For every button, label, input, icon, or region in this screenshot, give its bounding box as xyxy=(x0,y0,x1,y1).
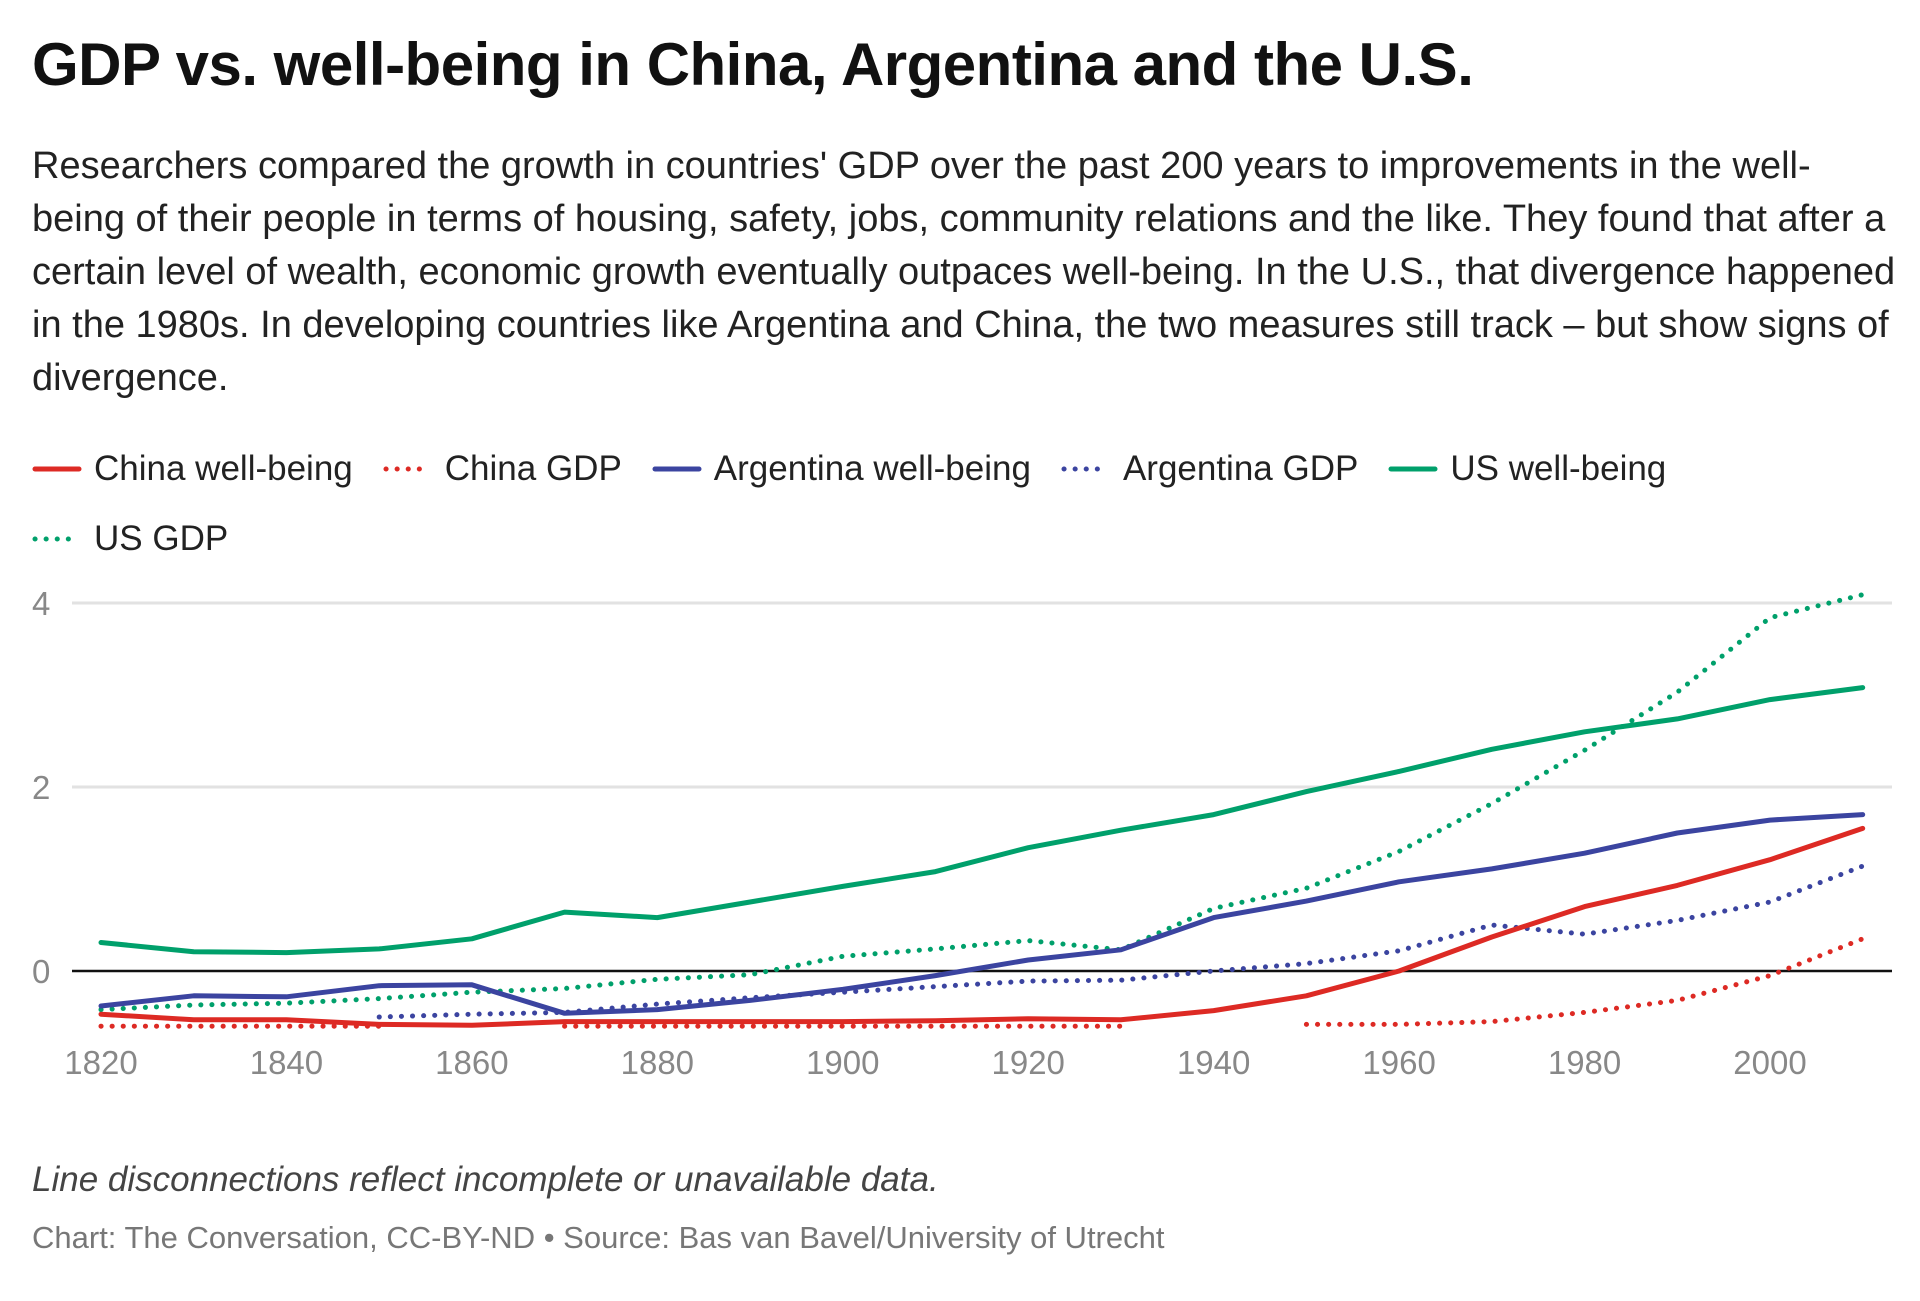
legend-label: US well-being xyxy=(1450,449,1667,488)
x-tick-label: 1880 xyxy=(621,1044,694,1081)
line-chart: 0 2 4 1820 1840 1860 1880 1900 1920 1940 1960 1980 2… xyxy=(32,585,1892,1081)
y-tick-label: 4 xyxy=(32,585,50,622)
footnote: Line disconnections reflect incomplete o… xyxy=(32,1160,939,1199)
x-tick-label: 1860 xyxy=(435,1044,508,1081)
x-tick-label: 1900 xyxy=(806,1044,879,1081)
series-line xyxy=(98,812,1866,1016)
x-tick-label: 1820 xyxy=(64,1044,137,1081)
series-us-well-being xyxy=(98,685,1866,956)
legend: China well-being China GDP Argentina well-… xyxy=(32,445,1832,563)
source-credit: Chart: The Conversation, CC-BY-ND • Sour… xyxy=(32,1220,1165,1255)
legend-swatch xyxy=(1388,466,1438,472)
legend-label: Argentina well-being xyxy=(713,449,1031,488)
x-tick-label: 1840 xyxy=(250,1044,323,1081)
chart-description: Researchers compared the growth in count… xyxy=(32,145,1896,399)
series-argentina-gdp xyxy=(376,863,1866,1020)
x-tick-label: 1920 xyxy=(992,1044,1065,1081)
series-argentina-well-being xyxy=(98,812,1866,1016)
series-line xyxy=(1303,936,1866,1027)
legend-item: US well-being xyxy=(1388,445,1666,493)
legend-item: Argentina well-being xyxy=(652,445,1031,493)
x-tick-label: 1940 xyxy=(1177,1044,1250,1081)
legend-item: US GDP xyxy=(32,515,228,563)
series-line xyxy=(376,863,1866,1020)
legend-label: Argentina GDP xyxy=(1122,449,1359,488)
legend-swatch xyxy=(32,466,82,472)
series-line xyxy=(98,825,1866,1028)
legend-item: China well-being xyxy=(32,445,353,493)
x-tick-label: 1980 xyxy=(1548,1044,1621,1081)
y-tick-label: 2 xyxy=(32,769,50,806)
legend-item: China GDP xyxy=(383,445,622,493)
legend-label: China GDP xyxy=(444,449,622,488)
y-tick-label: 0 xyxy=(32,953,50,990)
legend-swatch xyxy=(1061,466,1111,472)
x-tick-label: 1960 xyxy=(1362,1044,1435,1081)
series-line xyxy=(98,685,1866,956)
x-tick-label: 2000 xyxy=(1733,1044,1806,1081)
chart-title: GDP vs. well-being in China, Argentina a… xyxy=(32,31,1474,98)
legend-swatch xyxy=(652,466,702,472)
legend-swatch xyxy=(383,466,433,472)
legend-label: US GDP xyxy=(94,519,229,558)
series-china-well-being xyxy=(98,825,1866,1028)
series-china-gdp xyxy=(98,936,1866,1029)
legend-item: Argentina GDP xyxy=(1061,445,1358,493)
legend-swatch xyxy=(32,536,82,542)
legend-label: China well-being xyxy=(94,449,353,488)
